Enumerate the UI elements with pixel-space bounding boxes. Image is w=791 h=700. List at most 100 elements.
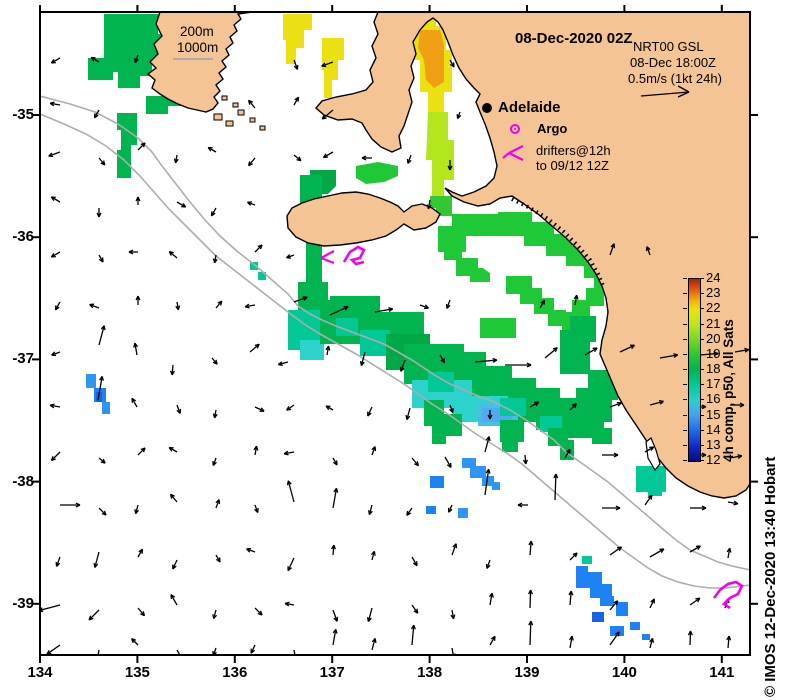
current-arrow [370,550,376,561]
drifter-legend-icon [508,145,524,154]
sst-patch [492,482,500,490]
sst-patch [630,622,640,630]
current-arrow [211,357,218,365]
current-arrow [649,637,655,649]
colorbar-tick-label: 13 [706,436,721,452]
current-arrow [287,557,295,572]
current-arrow [450,647,456,655]
current-arrow [135,196,141,205]
colorbar-tick [683,293,687,295]
drifter-arrow-icon [320,250,335,259]
current-arrow [329,305,349,316]
current-arrow [247,99,256,109]
current-arrow [293,649,296,655]
current-arrow [374,307,394,313]
current-arrow [215,300,223,309]
current-arrow [249,343,260,353]
current-arrow [168,250,178,259]
current-arrow [134,54,139,63]
colorbar-tick-label: 23 [706,285,721,301]
current-arrow [569,403,577,411]
current-arrow [609,600,619,611]
drifter-track-2 [712,580,744,610]
current-arrow [487,410,493,420]
map-title: 08-Dec-2020 02Z [515,30,633,47]
current-arrow [367,406,373,417]
current-arrow [176,201,187,208]
current-arrow [447,160,453,171]
argo-marker-icon [510,124,520,134]
current-arrow [609,243,616,256]
current-arrow [410,624,416,646]
current-arrow [488,592,494,606]
current-arrow [322,151,334,159]
current-arrow [48,151,61,158]
current-arrow [644,446,655,453]
colorbar-tick [700,444,704,446]
current-arrow [49,403,61,409]
current-arrow [131,397,138,408]
current-arrow [50,251,61,258]
sst-patch [462,458,476,468]
current-arrow [98,254,104,263]
current-arrow [283,450,295,456]
current-arrow [98,325,106,346]
sst-patch [360,330,390,356]
colorbar-tick-label: 12 [706,452,721,467]
city-label-adelaide: Adelaide [498,99,561,116]
model-label: NRT00 GSL [633,39,704,54]
colorbar-tick [683,353,687,355]
sst-patch [470,268,490,282]
sst-patch [648,486,662,496]
sst-patch [482,476,494,486]
sst-patch [586,288,604,306]
current-arrow [176,404,182,414]
current-arrow [544,347,558,359]
current-arrow [293,96,300,106]
current-arrow [293,154,302,162]
current-arrow [244,303,256,309]
colorbar-tick [683,460,687,461]
current-arrow [367,504,373,516]
current-arrow [40,604,61,613]
sst-patch [570,316,596,342]
current-arrow [619,344,635,353]
current-arrow [250,644,256,654]
current-arrow [169,364,175,376]
current-arrow [246,547,256,553]
colorbar-tick [700,384,704,386]
sst-patch [430,476,444,488]
current-arrow [659,353,679,359]
current-arrow [50,57,61,64]
current-arrow [55,556,61,567]
current-arrow [445,299,451,309]
current-arrow [98,507,107,516]
current-arrow [98,157,106,166]
current-arrow [734,347,750,353]
adelaide-dot [482,103,492,113]
sst-patch [642,634,650,640]
current-arrow [726,635,732,649]
sst-patch [480,318,516,338]
sst-patch [426,506,436,514]
drifter-legend-icon [502,152,510,159]
small-island [259,125,266,131]
colorbar-tick [683,444,687,446]
sst-patch [576,566,588,574]
current-arrow [553,473,559,501]
x-tick-label: 136 [222,664,248,681]
current-arrow [649,399,664,406]
current-arrow [332,457,338,466]
current-arrow [609,546,623,556]
mainland-yorke [315,12,750,499]
current-arrow [371,637,377,651]
current-arrow [137,607,146,617]
current-arrow [277,361,289,367]
sst-patch [428,372,454,392]
current-arrow [49,101,61,107]
small-island [232,102,239,108]
argo-legend-label: Argo [537,121,568,136]
current-arrow [517,502,528,508]
